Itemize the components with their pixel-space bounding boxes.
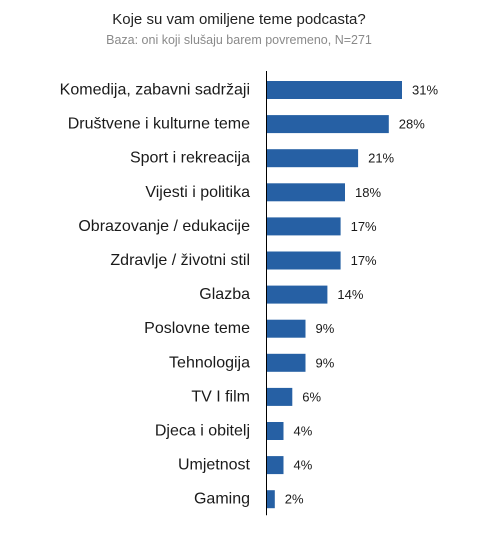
category-label-7: Poslovne teme <box>144 320 250 337</box>
category-label-12: Gaming <box>194 491 250 508</box>
category-label-2: Sport i rekreacija <box>130 150 250 167</box>
value-label-11: 4% <box>294 458 313 473</box>
category-label-11: Umjetnost <box>178 457 251 474</box>
bar-11 <box>266 456 284 475</box>
category-labels: Komedija, zabavni sadržaji Društvene i ku… <box>60 82 251 508</box>
value-label-0: 31% <box>412 83 438 98</box>
value-label-9: 6% <box>302 389 321 404</box>
category-label-0: Komedija, zabavni sadržaji <box>60 82 250 99</box>
bar-4 <box>266 217 341 236</box>
category-label-3: Vijesti i politika <box>145 184 250 201</box>
value-label-6: 14% <box>337 287 363 302</box>
bar-10 <box>266 422 284 440</box>
bar-12 <box>266 490 275 509</box>
category-label-8: Tehnologija <box>169 354 250 371</box>
value-label-5: 17% <box>351 253 377 268</box>
bar-0 <box>266 81 402 99</box>
value-label-2: 21% <box>368 151 394 166</box>
category-label-10: Djeca i obitelj <box>155 423 250 440</box>
bars-layer <box>266 81 402 509</box>
category-label-9: TV I film <box>191 388 250 405</box>
bar-3 <box>266 183 345 202</box>
bar-5 <box>266 251 341 270</box>
value-label-8: 9% <box>316 355 335 370</box>
value-label-7: 9% <box>316 321 335 336</box>
bar-9 <box>266 387 293 406</box>
chart-title: Koje su vam omiljene teme podcasta? <box>112 11 366 28</box>
value-label-4: 17% <box>351 219 377 234</box>
category-label-6: Glazba <box>199 286 250 303</box>
value-label-3: 18% <box>355 185 381 200</box>
bar-8 <box>266 353 306 372</box>
value-label-12: 2% <box>285 492 304 507</box>
bar-1 <box>266 115 389 134</box>
category-label-4: Obrazovanje / edukacije <box>78 218 250 235</box>
category-label-5: Zdravlje / životni stil <box>110 252 250 269</box>
bar-2 <box>266 149 359 168</box>
value-label-10: 4% <box>294 424 313 439</box>
value-labels: 31% 28% 21% 18% 17% 17% 14% 9% 9% 6% 4% 4% 2% <box>285 83 439 507</box>
value-label-1: 28% <box>399 117 425 132</box>
bar-6 <box>266 285 328 304</box>
category-label-1: Društvene i kulturne teme <box>68 116 250 133</box>
chart-subtitle: Baza: oni koji slušaju barem povremeno, … <box>106 33 372 47</box>
bar-7 <box>266 319 306 338</box>
